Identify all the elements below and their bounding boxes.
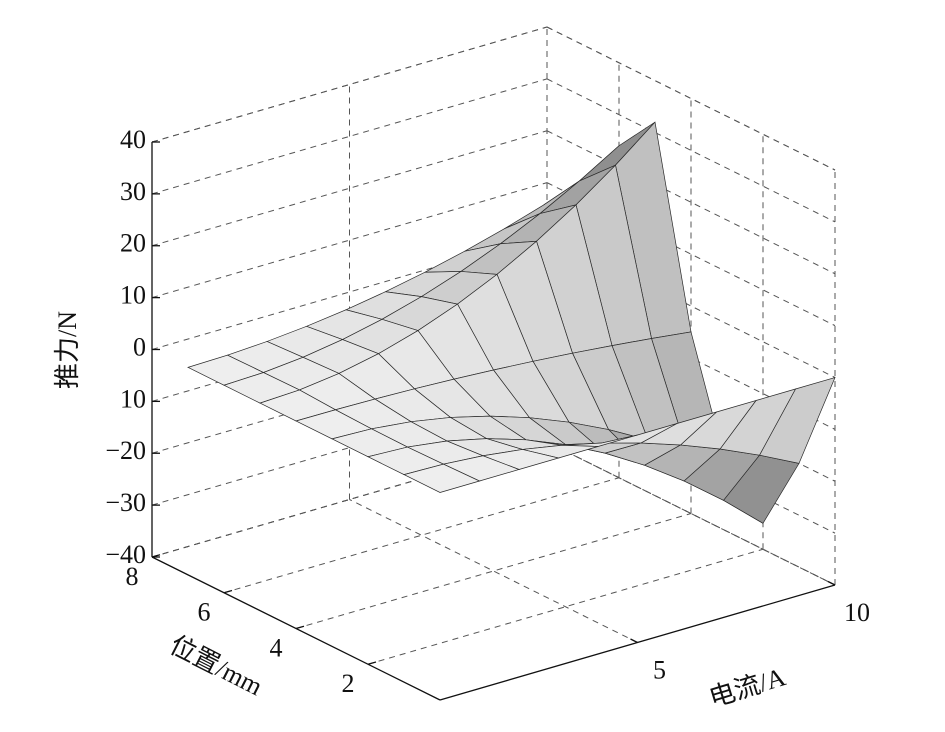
grid-line xyxy=(151,182,548,299)
grid-line xyxy=(546,78,836,223)
grid-line xyxy=(546,389,836,534)
x-tick xyxy=(827,580,836,586)
surface-patch xyxy=(403,463,481,493)
grid-line xyxy=(367,548,764,665)
z-tick-label: 10 xyxy=(120,384,146,413)
y-tick-label: 2 xyxy=(342,669,355,698)
z-tick-label: 10 xyxy=(120,281,146,310)
y-tick xyxy=(223,589,233,594)
grid-line xyxy=(546,182,836,327)
grid-line xyxy=(151,78,548,195)
grid-line xyxy=(151,130,548,247)
z-tick-label: −20 xyxy=(105,436,146,465)
grid-line xyxy=(546,26,836,171)
z-tick-label: 20 xyxy=(120,229,146,258)
y-tick-label: 8 xyxy=(126,562,139,591)
y-tick xyxy=(367,661,377,665)
grid-line xyxy=(546,130,836,275)
z-tick-label: −30 xyxy=(105,488,146,517)
grid-line xyxy=(546,441,836,586)
grid-line xyxy=(349,499,638,643)
y-axis-label: 位置/mm xyxy=(165,630,267,701)
z-tick-label: −40 xyxy=(105,540,146,569)
grid-line xyxy=(546,441,836,586)
grid-line xyxy=(295,513,692,629)
grid-line xyxy=(223,477,620,594)
z-tick-label: 0 xyxy=(133,332,146,361)
z-axis-label: 推力/N xyxy=(53,311,82,389)
grid-line xyxy=(546,234,836,378)
y-tick xyxy=(151,554,161,558)
x-tick-label: 5 xyxy=(653,655,666,684)
y-tick-label: 4 xyxy=(270,633,283,662)
y-tick xyxy=(295,625,305,630)
x-tick-label: 10 xyxy=(844,598,870,627)
grid-line xyxy=(151,26,548,143)
x-tick xyxy=(630,638,638,644)
x-axis-label: 电流/A xyxy=(706,662,789,713)
z-tick-label: 30 xyxy=(120,177,146,206)
z-tick-label: 40 xyxy=(120,125,146,154)
y-tick-label: 6 xyxy=(198,598,211,627)
